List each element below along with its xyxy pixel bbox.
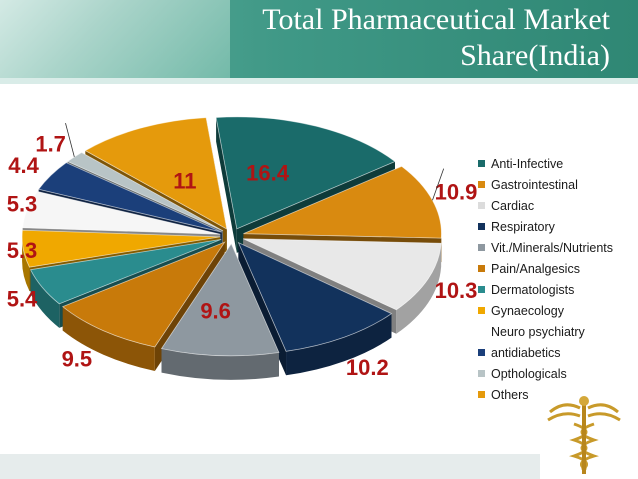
legend-label: Vit./Minerals/Nutrients	[491, 241, 614, 255]
pie-slice	[61, 241, 226, 348]
data-label: 10.9	[435, 179, 478, 204]
legend-label: Gynaecology	[491, 304, 564, 318]
legend-item: Respiratory	[478, 217, 638, 238]
data-label: 9.6	[200, 298, 231, 323]
legend-item: Others	[478, 385, 638, 406]
legend-swatch	[478, 307, 485, 314]
legend-swatch	[478, 244, 485, 251]
slice-side	[22, 236, 30, 292]
chart-title: Total Pharmaceutical Market Share(India)	[190, 2, 610, 74]
pie-chart: 16.4 10.9 10.3 10.2 9.6 9.5 5.4 5.3 5.3 4.41.7 11	[7, 116, 478, 380]
pie-slice	[160, 242, 280, 357]
leader-lines	[65, 123, 445, 201]
chart-legend: Anti-Infective Gastrointestinal Cardiac Res…	[478, 154, 638, 406]
pie-slice	[29, 238, 222, 305]
data-label: 9.5	[62, 346, 93, 371]
legend-swatch	[478, 391, 485, 398]
legend-item: Dermatologists	[478, 280, 638, 301]
data-label: 10.3	[435, 278, 478, 303]
legend-label: Opthologicals	[491, 367, 567, 381]
data-label: 5.4	[7, 287, 38, 312]
legend-item: Anti-Infective	[478, 154, 638, 175]
legend-item: Pain/Analgesics	[478, 259, 638, 280]
legend-swatch	[478, 349, 485, 356]
legend-swatch	[478, 223, 485, 230]
legend-label: Anti-Infective	[491, 157, 564, 171]
data-label: 5.3	[7, 238, 38, 263]
legend-item: Vit./Minerals/Nutrients	[478, 238, 638, 259]
data-label: 16.4	[246, 160, 290, 185]
legend-label: Others	[491, 388, 529, 402]
pie-slice	[237, 241, 393, 352]
legend-label: antidiabetics	[491, 346, 561, 360]
legend-label: Neuro psychiatry	[491, 325, 585, 339]
banner-decoration	[0, 0, 230, 78]
pie-slice	[22, 191, 221, 235]
slice-wall	[216, 117, 237, 253]
legend-label: Gastrointestinal	[491, 178, 578, 192]
caduceus-icon	[547, 396, 621, 474]
legend-item: antidiabetics	[478, 343, 638, 364]
title-line-1: Total Pharmaceutical Market	[262, 3, 610, 36]
slice-side	[30, 269, 60, 328]
data-label: 4.4	[8, 153, 39, 178]
data-labels: 16.4 10.9 10.3 10.2 9.6 9.5 5.4 5.3 5.3 4.41.7 11	[7, 132, 478, 380]
legend-item: Gynaecology	[478, 301, 638, 322]
pie-slice	[37, 162, 222, 233]
legend-item: Opthologicals	[478, 364, 638, 385]
slice-side	[62, 306, 155, 371]
legend-item: Neuro psychiatry	[478, 322, 638, 343]
pie-slice	[243, 238, 442, 311]
footer-bar	[0, 454, 540, 479]
legend-label: Cardiac	[491, 199, 535, 213]
pie-tops	[21, 116, 442, 357]
data-label: 11	[173, 169, 196, 194]
data-label: 10.2	[346, 355, 389, 380]
legend-swatch	[478, 181, 485, 188]
data-label: 5.3	[7, 191, 38, 216]
leader-line	[432, 168, 445, 201]
pie-slice	[215, 116, 396, 230]
pie-slice	[84, 117, 228, 230]
legend-swatch	[478, 286, 485, 293]
legend-swatch	[478, 160, 485, 167]
banner-underline	[0, 78, 638, 84]
legend-label: Dermatologists	[491, 283, 575, 297]
legend-swatch	[478, 370, 485, 377]
slice-side	[161, 348, 279, 380]
legend-item: Cardiac	[478, 196, 638, 217]
data-label: 1.7	[35, 132, 66, 157]
legend-swatch	[478, 202, 485, 209]
legend-label: Pain/Analgesics	[491, 262, 580, 276]
legend-item: Gastrointestinal	[478, 175, 638, 196]
leader-line	[65, 123, 75, 157]
pie-slice	[21, 229, 221, 268]
legend-swatch	[478, 265, 485, 272]
slice-side	[396, 243, 442, 334]
legend-swatch	[478, 328, 485, 335]
title-banner: Total Pharmaceutical Market Share(India)	[0, 0, 638, 78]
legend-label: Respiratory	[491, 220, 555, 234]
title-line-2: Share(India)	[460, 39, 610, 72]
